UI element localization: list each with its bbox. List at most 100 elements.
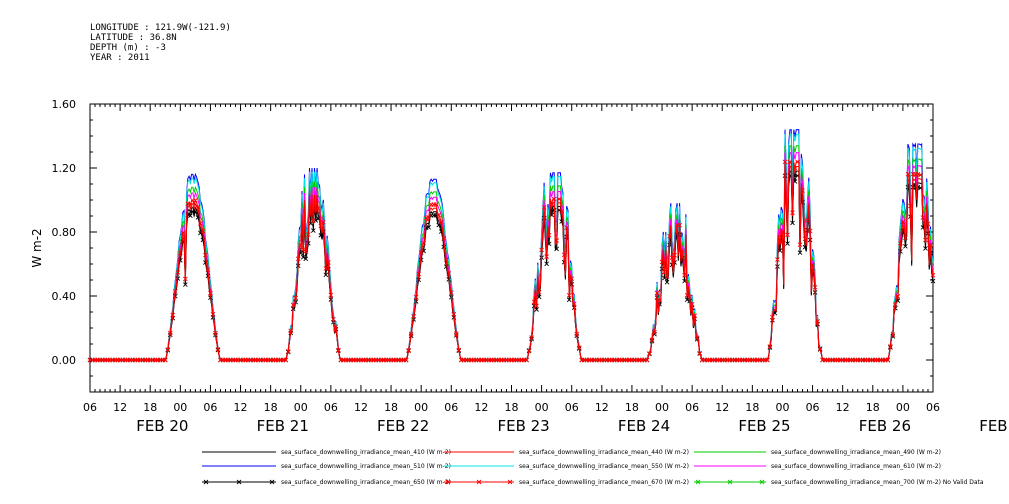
legend-label: sea_surface_downwelling_irradiance_mean_…: [281, 449, 451, 456]
data-marker: [162, 357, 168, 363]
data-marker: [662, 269, 667, 275]
data-marker: [895, 293, 901, 299]
x-hour-label: 18: [745, 401, 759, 414]
data-marker: [893, 302, 898, 307]
x-hour-label: 06: [565, 401, 579, 414]
data-marker: [790, 210, 795, 216]
data-marker: [797, 242, 803, 247]
data-marker: [817, 346, 823, 351]
x-hour-label: 12: [595, 401, 609, 414]
data-marker: [815, 318, 820, 324]
x-hour-label: 18: [384, 401, 398, 414]
x-date-label: FEB 21: [257, 417, 309, 435]
data-marker: [539, 247, 544, 253]
data-marker: [805, 218, 810, 223]
series-lines: [87, 129, 936, 363]
data-marker: [172, 289, 178, 294]
legend-marker: [507, 479, 513, 485]
series-line: [90, 145, 934, 361]
x-hour-label: 06: [926, 401, 940, 414]
data-marker: [303, 248, 309, 254]
data-marker: [180, 230, 186, 236]
data-marker: [918, 172, 923, 178]
data-marker: [198, 221, 203, 226]
x-hour-label: 00: [655, 401, 669, 414]
data-marker: [682, 278, 687, 284]
legend-marker: [476, 479, 482, 485]
data-marker: [664, 274, 670, 279]
data-marker: [664, 279, 670, 285]
data-marker: [928, 242, 933, 248]
x-date-label: FEB 25: [738, 417, 790, 435]
x-date-label: FEB 27: [979, 417, 1009, 435]
legend-label: sea_surface_downwelling_irradiance_mean_…: [771, 463, 941, 470]
data-marker: [777, 239, 783, 245]
x-hour-label: 00: [896, 401, 910, 414]
data-marker: [433, 202, 439, 207]
x-hour-label: 12: [354, 401, 368, 414]
data-marker: [418, 250, 424, 255]
x-date-label: FEB 26: [859, 417, 911, 435]
data-marker: [456, 347, 462, 353]
data-marker: [318, 223, 324, 229]
data-marker: [812, 285, 818, 290]
data-marker: [326, 260, 331, 265]
data-marker: [780, 229, 785, 235]
data-marker: [534, 307, 539, 312]
data-marker: [667, 233, 672, 239]
x-hour-label: 12: [836, 401, 850, 414]
data-marker: [298, 242, 304, 248]
legend-marker: [759, 479, 765, 485]
data-marker: [807, 228, 813, 234]
data-marker: [303, 256, 309, 262]
data-marker: [551, 196, 557, 202]
data-marker: [310, 218, 316, 224]
data-marker: [426, 215, 432, 220]
x-hour-label: 18: [866, 401, 880, 414]
data-marker: [576, 345, 582, 351]
data-marker: [536, 289, 542, 295]
data-marker: [900, 219, 906, 224]
data-marker: [524, 357, 529, 363]
x-hour-label: 00: [414, 401, 428, 414]
data-marker: [792, 165, 798, 171]
data-marker: [544, 261, 549, 267]
y-tick-label: 0.00: [52, 354, 77, 367]
series-line: [90, 152, 934, 361]
data-marker: [451, 311, 457, 317]
data-marker: [898, 240, 903, 246]
data-marker: [321, 219, 326, 225]
data-marker: [659, 259, 665, 265]
data-marker: [448, 290, 454, 295]
legend-marker: [695, 479, 701, 485]
data-marker: [692, 313, 697, 318]
data-marker: [443, 257, 449, 262]
data-marker: [566, 292, 572, 298]
data-marker: [885, 357, 891, 363]
data-marker: [888, 344, 893, 349]
data-marker: [310, 228, 316, 233]
x-hour-label: 12: [715, 401, 729, 414]
data-marker: [679, 248, 685, 253]
data-marker: [800, 188, 805, 193]
series-line: [90, 161, 934, 361]
x-hour-label: 06: [685, 401, 699, 414]
data-marker: [167, 330, 173, 336]
x-hour-label: 00: [775, 401, 789, 414]
y-axis: 0.00 0.40 0.80 1.20 1.60: [52, 98, 933, 393]
data-marker: [930, 278, 936, 284]
data-marker: [408, 331, 414, 337]
data-marker: [772, 307, 778, 313]
data-marker: [920, 215, 926, 220]
y-tick-label: 1.20: [52, 162, 77, 175]
header-longitude: LONGITUDE : 121.9W(-121.9): [90, 23, 231, 33]
data-marker: [554, 246, 559, 252]
header-year: YEAR : 2011: [90, 53, 150, 63]
data-marker: [193, 198, 198, 203]
data-marker: [526, 347, 532, 353]
data-marker: [775, 257, 780, 262]
x-hour-label: 18: [625, 401, 639, 414]
header-latitude: LATITUDE : 36.8N: [90, 33, 177, 43]
x-hour-label: 06: [806, 401, 820, 414]
data-marker: [323, 266, 329, 271]
